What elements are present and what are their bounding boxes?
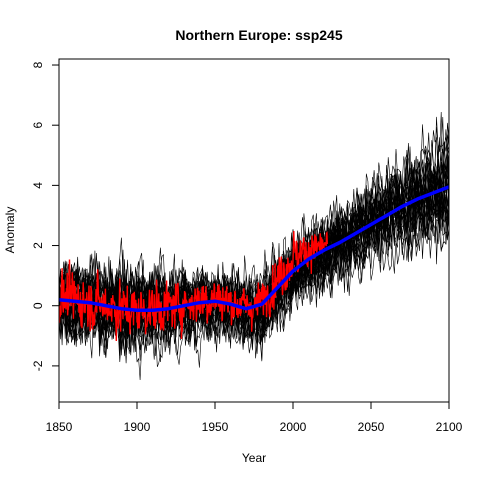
x-tick-label: 1850 — [46, 420, 73, 434]
smoothed-mean-line — [59, 185, 449, 312]
x-tick-label: 2050 — [358, 420, 385, 434]
x-tick-label: 2000 — [280, 420, 307, 434]
y-axis: -2 0 2 4 6 8 — [31, 61, 60, 371]
x-tick-label: 2100 — [436, 420, 463, 434]
y-tick-label: 6 — [31, 122, 45, 129]
y-tick-label: 8 — [31, 61, 45, 68]
ensemble-line — [59, 111, 449, 381]
y-tick-label: 2 — [31, 242, 45, 249]
y-tick-label: -2 — [31, 360, 45, 371]
ensemble-line — [59, 116, 449, 346]
ensemble-line — [59, 128, 449, 354]
chart-title: Northern Europe: ssp245 — [175, 27, 342, 43]
observations-line — [59, 230, 328, 342]
y-axis-label: Anomaly — [3, 207, 17, 254]
x-tick-label: 1900 — [124, 420, 151, 434]
y-tick-label: 0 — [31, 302, 45, 309]
x-tick-label: 1950 — [202, 420, 229, 434]
x-axis: 1850 1900 1950 2000 2050 2100 — [46, 401, 463, 434]
y-tick-label: 4 — [31, 182, 45, 189]
x-axis-label: Year — [242, 451, 266, 465]
